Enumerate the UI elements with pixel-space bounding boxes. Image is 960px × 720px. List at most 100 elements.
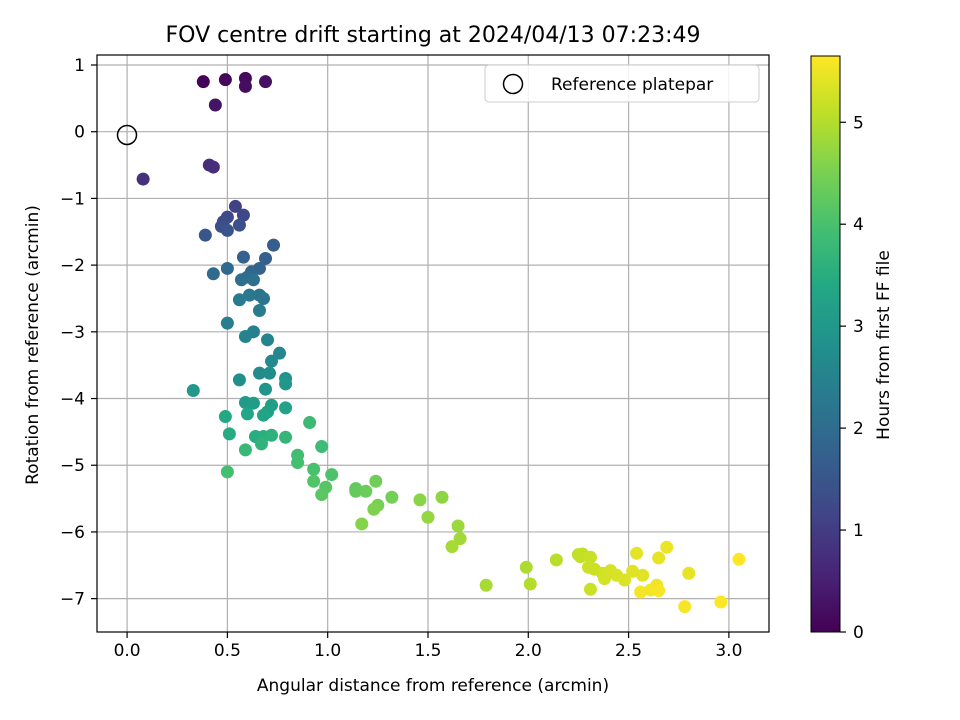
data-point — [220, 465, 234, 479]
data-point — [279, 430, 293, 444]
data-point — [232, 293, 246, 307]
data-point — [238, 443, 252, 457]
data-point — [732, 552, 746, 566]
reference-marker — [116, 124, 138, 146]
x-tick-label: 3.0 — [715, 641, 742, 661]
x-tick-label: 0.5 — [214, 641, 241, 661]
data-point — [652, 551, 666, 565]
data-point — [279, 377, 293, 391]
colorbar-tick-label: 2 — [853, 419, 864, 439]
y-axis-label: Rotation from reference (arcmin) — [23, 205, 43, 485]
colorbar-tick-label: 1 — [853, 521, 864, 541]
data-point — [254, 437, 268, 451]
data-point — [634, 585, 648, 599]
data-point — [236, 208, 250, 222]
data-point — [325, 468, 339, 482]
x-axis-ticks: 0.0 0.5 1.0 1.5 2.0 2.5 3.0 — [114, 632, 742, 661]
y-tick-label: 0 — [74, 123, 85, 143]
data-point — [240, 407, 254, 421]
data-point — [220, 316, 234, 330]
data-point — [222, 427, 236, 441]
x-tick-label: 2.0 — [515, 641, 542, 661]
data-point — [256, 408, 270, 422]
data-point — [678, 600, 692, 614]
data-point — [265, 428, 279, 442]
data-point — [228, 199, 242, 213]
data-point — [136, 172, 150, 186]
data-point — [220, 223, 234, 237]
data-point — [315, 440, 329, 454]
data-point — [186, 384, 200, 398]
data-point — [218, 410, 232, 424]
data-point — [261, 333, 275, 347]
colorbar-ticks: 0 1 2 3 4 5 — [840, 113, 864, 643]
data-point — [660, 540, 674, 554]
x-tick-label: 1.0 — [314, 641, 341, 661]
data-point — [618, 573, 632, 587]
data-point — [232, 218, 246, 232]
data-point — [413, 493, 427, 507]
data-point — [435, 490, 449, 504]
data-point — [573, 550, 587, 564]
colorbar-tick-label: 5 — [853, 113, 864, 133]
data-point — [359, 484, 373, 498]
y-tick-label: −6 — [60, 523, 85, 543]
data-point — [267, 238, 281, 252]
data-point — [252, 303, 266, 317]
grid — [97, 55, 769, 632]
data-point — [636, 568, 650, 582]
legend: Reference platepar — [484, 64, 760, 103]
data-point — [583, 550, 597, 564]
data-point — [291, 456, 305, 470]
x-tick-label: 2.5 — [615, 641, 642, 661]
data-point — [307, 474, 321, 488]
colorbar-tick-label: 3 — [853, 317, 864, 337]
colorbar-tick-label: 4 — [853, 215, 864, 235]
data-point — [265, 354, 279, 368]
x-tick-label: 1.5 — [414, 641, 441, 661]
data-point — [252, 366, 266, 380]
data-point — [196, 75, 210, 89]
x-tick-label: 0.0 — [114, 641, 141, 661]
data-point — [256, 291, 270, 305]
data-point — [315, 488, 329, 502]
data-point — [714, 595, 728, 609]
data-point — [206, 160, 220, 174]
data-point — [519, 560, 533, 574]
y-tick-label: −7 — [60, 590, 85, 610]
legend-box — [484, 64, 760, 103]
data-point — [549, 553, 563, 567]
data-point — [232, 373, 246, 387]
chart-title: FOV centre drift starting at 2024/04/13 … — [166, 23, 701, 48]
legend-label: Reference platepar — [551, 75, 713, 95]
colorbar — [810, 55, 841, 633]
data-point — [682, 566, 696, 580]
data-point — [206, 267, 220, 281]
data-point — [273, 346, 287, 360]
y-tick-label: −2 — [60, 256, 85, 276]
data-point — [303, 416, 317, 430]
data-point — [445, 540, 459, 554]
data-point — [451, 519, 465, 533]
data-point — [369, 474, 383, 488]
data-point — [367, 502, 381, 516]
data-point — [208, 98, 222, 112]
data-point — [263, 366, 277, 380]
data-point — [630, 546, 644, 560]
y-axis-ticks: 1 0 −1 −2 −3 −4 −5 −6 −7 — [60, 56, 97, 610]
data-point — [453, 532, 467, 546]
data-point — [479, 578, 493, 592]
data-point — [279, 401, 293, 415]
y-tick-label: −1 — [60, 189, 85, 209]
data-point — [626, 564, 640, 578]
data-point — [220, 261, 234, 275]
y-tick-label: −5 — [60, 456, 85, 476]
data-point — [236, 250, 250, 264]
y-tick-label: −3 — [60, 323, 85, 343]
data-point — [198, 228, 212, 242]
data-point — [349, 484, 363, 498]
data-point — [421, 510, 435, 524]
data-point — [238, 329, 252, 343]
data-points — [136, 71, 746, 614]
